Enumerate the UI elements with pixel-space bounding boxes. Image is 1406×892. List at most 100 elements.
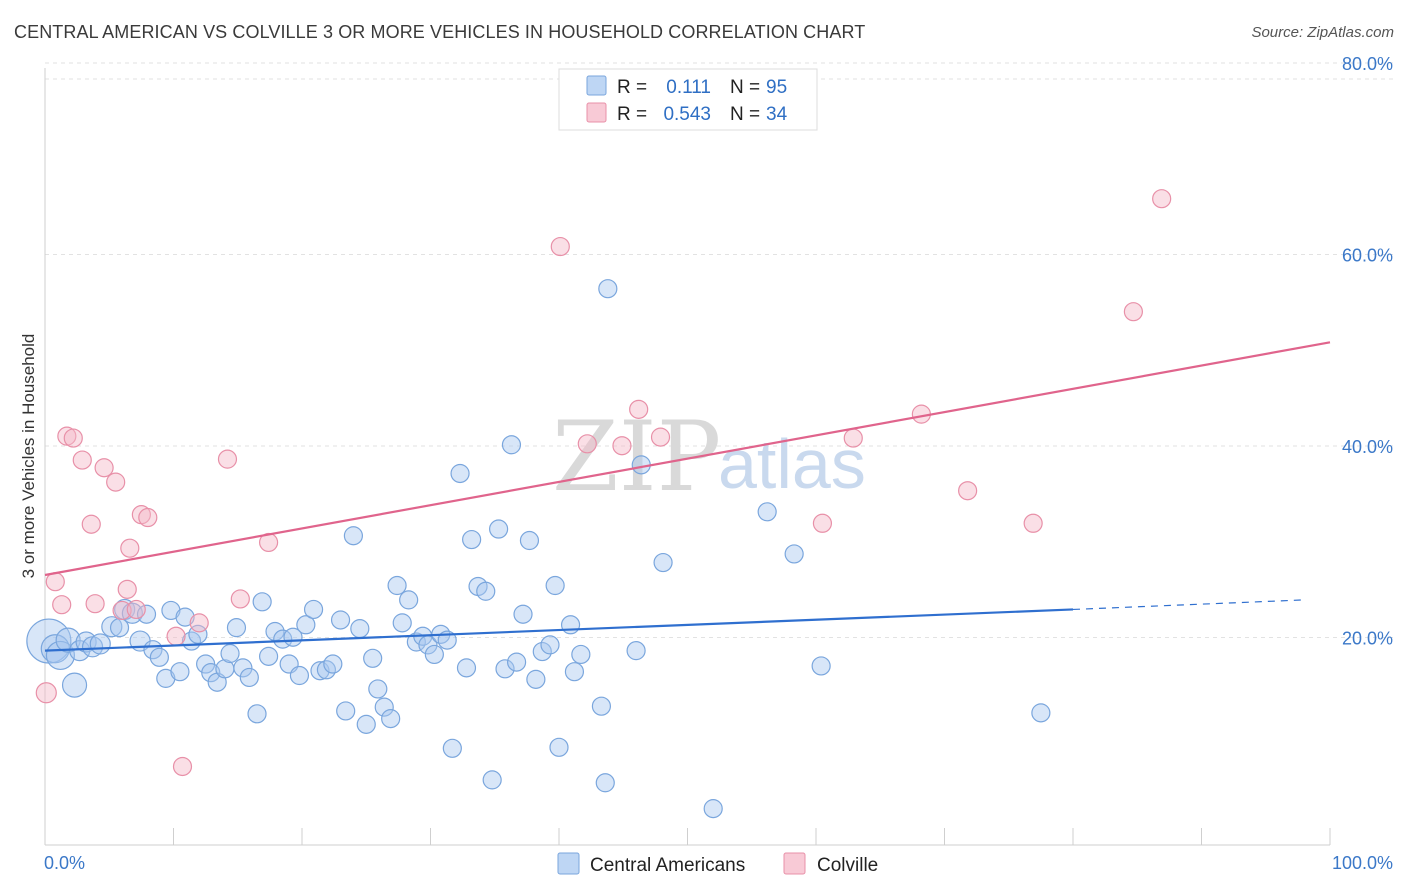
colville-point bbox=[112, 600, 132, 621]
central-american-point bbox=[381, 709, 401, 729]
central-american-point bbox=[170, 662, 190, 682]
central-american-point bbox=[368, 679, 388, 699]
central-american-point bbox=[571, 644, 591, 665]
central-american-point bbox=[296, 615, 316, 635]
x-tick-label: 100.0% bbox=[1332, 853, 1393, 873]
colville-point bbox=[35, 682, 57, 704]
central-american-point bbox=[149, 647, 169, 667]
colville-point bbox=[577, 434, 597, 454]
colville-point bbox=[1152, 189, 1172, 209]
bottom-legend: Central Americans Colville bbox=[557, 852, 878, 876]
central-american-point bbox=[45, 640, 76, 671]
x-tick-label: 0.0% bbox=[44, 853, 85, 873]
colville-point bbox=[1123, 302, 1143, 322]
colville-point bbox=[63, 428, 83, 448]
colville-point bbox=[72, 450, 92, 470]
central-american-point bbox=[89, 633, 111, 655]
y-axis-label: 3 or more Vehicles in Household bbox=[19, 334, 38, 579]
y-tick-labels: 20.0% 40.0% 60.0% 80.0% bbox=[1342, 54, 1393, 649]
central-american-point bbox=[247, 704, 267, 724]
central-american-point bbox=[450, 463, 470, 484]
central-american-point bbox=[330, 610, 351, 630]
colville-point bbox=[217, 449, 238, 469]
y-tick-label: 60.0% bbox=[1342, 246, 1393, 266]
central-american-point bbox=[424, 644, 444, 665]
central-american-point bbox=[239, 667, 259, 688]
central-american-point bbox=[258, 646, 279, 666]
central-american-point bbox=[336, 701, 356, 721]
central-american-point bbox=[201, 663, 221, 683]
legend-n-label: N = bbox=[730, 77, 760, 98]
central-american-point bbox=[545, 575, 565, 596]
central-american-trend-extension bbox=[1072, 599, 1305, 611]
central-american-point bbox=[456, 658, 477, 678]
colville-point bbox=[550, 236, 570, 257]
y-tick-label: 40.0% bbox=[1342, 437, 1393, 457]
legend-r-label: R = bbox=[617, 77, 647, 98]
bottom-legend-central-americans: Central Americans bbox=[590, 855, 745, 876]
colville-point bbox=[843, 428, 863, 448]
central-american-point bbox=[495, 659, 515, 679]
central-american-point bbox=[392, 613, 412, 633]
central-american-point bbox=[591, 696, 612, 716]
colville-point bbox=[94, 458, 114, 478]
legend-n-label: N = bbox=[730, 104, 760, 125]
legend: R = 0.111 N = 95 R = 0.543 N = 34 bbox=[558, 68, 818, 131]
central-american-point bbox=[506, 652, 527, 672]
colville-point bbox=[166, 626, 186, 646]
legend-r-value: 0.111 bbox=[666, 77, 711, 98]
watermark-atlas: atlas bbox=[718, 425, 866, 503]
central-american-point bbox=[175, 607, 195, 627]
central-american-point bbox=[532, 641, 552, 662]
central-american-point bbox=[343, 526, 363, 546]
central-american-point bbox=[374, 697, 394, 717]
colville-point bbox=[650, 427, 671, 447]
central-american-point bbox=[303, 599, 324, 620]
central-american-point bbox=[519, 530, 540, 551]
central-american-point bbox=[101, 616, 123, 638]
bottom-legend-swatch-colville bbox=[783, 852, 806, 875]
central-american-point bbox=[482, 770, 502, 790]
colville-point bbox=[230, 589, 250, 609]
legend-swatch-colville bbox=[586, 102, 607, 123]
central-american-point bbox=[757, 502, 777, 522]
central-american-point bbox=[653, 552, 673, 573]
central-american-point bbox=[252, 592, 272, 612]
central-american-point bbox=[560, 615, 581, 635]
y-tick-label: 20.0% bbox=[1342, 629, 1393, 649]
legend-r-value: 0.543 bbox=[663, 104, 711, 125]
bottom-legend-swatch-central-americans bbox=[557, 852, 580, 875]
colville-point bbox=[81, 514, 101, 534]
central-american-point bbox=[442, 738, 462, 758]
central-american-point bbox=[526, 669, 546, 689]
central-american-point bbox=[564, 662, 585, 682]
central-american-point bbox=[811, 656, 831, 676]
central-american-point bbox=[489, 519, 509, 539]
data-points bbox=[26, 189, 1172, 819]
y-tick-label: 80.0% bbox=[1342, 54, 1393, 74]
x-tick-labels: 0.0% 100.0% bbox=[44, 853, 1393, 873]
central-american-point bbox=[513, 604, 533, 624]
central-american-point bbox=[220, 643, 240, 664]
colville-point bbox=[120, 538, 140, 558]
colville-point bbox=[138, 507, 158, 528]
colville-trend-line bbox=[44, 341, 1331, 577]
central-american-point bbox=[289, 665, 310, 686]
colville-point bbox=[1023, 513, 1043, 533]
colville-point bbox=[189, 613, 209, 633]
legend-n-value: 34 bbox=[766, 104, 788, 125]
central-american-point bbox=[356, 714, 376, 734]
colville-point bbox=[85, 594, 105, 614]
chart-title: CENTRAL AMERICAN VS COLVILLE 3 OR MORE V… bbox=[14, 22, 866, 42]
colville-point bbox=[117, 579, 137, 599]
central-american-point bbox=[784, 544, 804, 564]
colville-point bbox=[629, 399, 649, 419]
colville-point bbox=[812, 513, 833, 533]
legend-swatch-central-americans bbox=[586, 75, 607, 96]
central-american-point bbox=[226, 618, 247, 638]
central-american-point bbox=[323, 654, 343, 674]
central-american-trend-line bbox=[44, 608, 1074, 652]
central-american-point bbox=[626, 641, 646, 661]
legend-n-value: 95 bbox=[766, 77, 787, 98]
source-note: Source: ZipAtlas.com bbox=[1251, 24, 1394, 41]
